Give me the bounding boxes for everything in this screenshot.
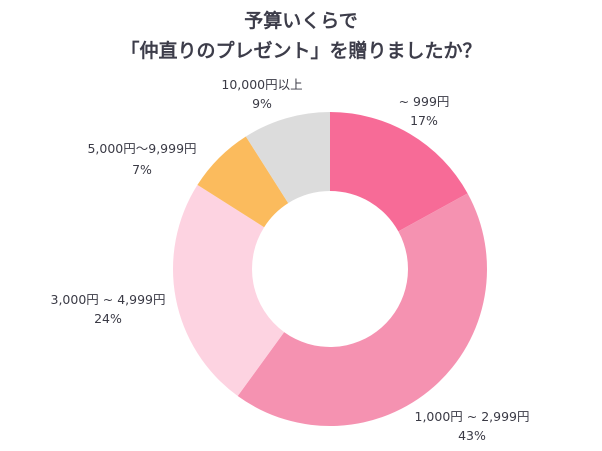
slice-percent: 43%: [458, 428, 486, 443]
slice-label-5000-9999: 5,000円〜9,999円 7%: [87, 138, 196, 180]
slice-category: 3,000円 ~ 4,999円: [50, 292, 166, 307]
slice-label-10000-plus: 10,000円以上 9%: [221, 75, 302, 113]
slice-percent: 7%: [132, 162, 152, 177]
slice-category: ~ 999円: [398, 94, 450, 109]
chart-title-line-2: 「仲直りのプレゼント」を贈りましたか？: [120, 40, 482, 62]
donut-slice-4: [245, 112, 330, 204]
slice-label-under-1000: ~ 999円 17%: [399, 92, 450, 130]
chart-title-line-1: 予算いくらで: [244, 10, 358, 32]
donut-slice-2: [172, 184, 285, 397]
donut-slice-1: [237, 193, 487, 426]
slice-label-1000-2999: 1,000円 ~ 2,999円 43%: [415, 407, 530, 445]
slice-label-3000-4999: 3,000円 ~ 4,999円 24%: [51, 290, 166, 328]
slice-percent: 17%: [410, 113, 438, 128]
donut-slice-3: [197, 136, 289, 228]
donut-slice-0: [330, 112, 468, 232]
slice-percent: 24%: [94, 311, 122, 326]
slice-category: 5,000円〜9,999円: [87, 141, 197, 156]
slice-category: 1,000円 ~ 2,999円: [414, 409, 530, 424]
slice-category: 10,000円以上: [221, 77, 303, 92]
slice-percent: 9%: [252, 96, 272, 111]
